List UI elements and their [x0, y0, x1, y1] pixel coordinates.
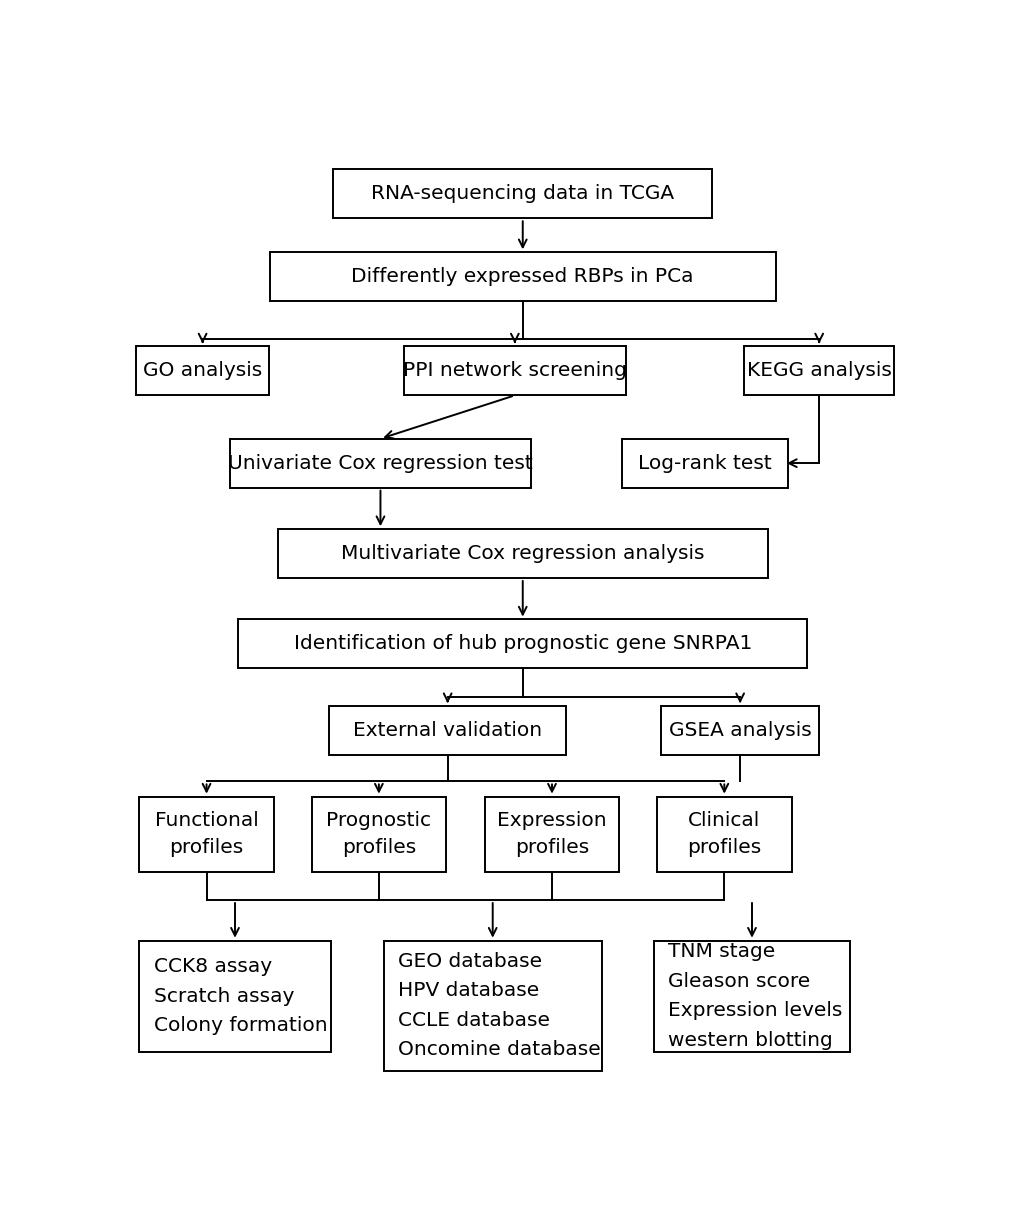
Text: Identification of hub prognostic gene SNRPA1: Identification of hub prognostic gene SN…	[293, 635, 751, 653]
Text: Multivariate Cox regression analysis: Multivariate Cox regression analysis	[340, 544, 704, 563]
Text: Log-rank test: Log-rank test	[637, 454, 770, 472]
FancyBboxPatch shape	[277, 530, 767, 578]
Text: RNA-sequencing data in TCGA: RNA-sequencing data in TCGA	[371, 185, 674, 203]
Text: Functional
profiles: Functional profiles	[155, 811, 258, 857]
Text: Differently expressed RBPs in PCa: Differently expressed RBPs in PCa	[352, 267, 693, 286]
FancyBboxPatch shape	[660, 706, 818, 755]
Text: GSEA analysis: GSEA analysis	[668, 722, 811, 740]
FancyBboxPatch shape	[621, 439, 787, 488]
FancyBboxPatch shape	[744, 346, 894, 395]
FancyBboxPatch shape	[312, 796, 445, 872]
FancyBboxPatch shape	[484, 796, 619, 872]
Text: GEO database
HPV database
CCLE database
Oncomine database: GEO database HPV database CCLE database …	[397, 951, 600, 1059]
FancyBboxPatch shape	[653, 940, 849, 1052]
FancyBboxPatch shape	[140, 940, 330, 1052]
FancyBboxPatch shape	[329, 706, 566, 755]
FancyBboxPatch shape	[333, 169, 711, 219]
Text: Univariate Cox regression test: Univariate Cox regression test	[228, 454, 532, 472]
Text: PPI network screening: PPI network screening	[403, 361, 626, 380]
Text: External validation: External validation	[353, 722, 542, 740]
FancyBboxPatch shape	[383, 940, 601, 1070]
Text: Expression
profiles: Expression profiles	[496, 811, 606, 857]
FancyBboxPatch shape	[140, 796, 273, 872]
Text: TNM stage
Gleason score
Expression levels
western blotting: TNM stage Gleason score Expression level…	[667, 943, 842, 1049]
FancyBboxPatch shape	[230, 439, 530, 488]
FancyBboxPatch shape	[404, 346, 625, 395]
Text: CCK8 assay
Scratch assay
Colony formation: CCK8 assay Scratch assay Colony formatio…	[154, 958, 327, 1035]
FancyBboxPatch shape	[656, 796, 791, 872]
Text: GO analysis: GO analysis	[143, 361, 262, 380]
Text: Prognostic
profiles: Prognostic profiles	[326, 811, 431, 857]
FancyBboxPatch shape	[137, 346, 269, 395]
FancyBboxPatch shape	[238, 620, 807, 669]
Text: Clinical
profiles: Clinical profiles	[687, 811, 761, 857]
Text: KEGG analysis: KEGG analysis	[746, 361, 891, 380]
FancyBboxPatch shape	[269, 252, 775, 301]
